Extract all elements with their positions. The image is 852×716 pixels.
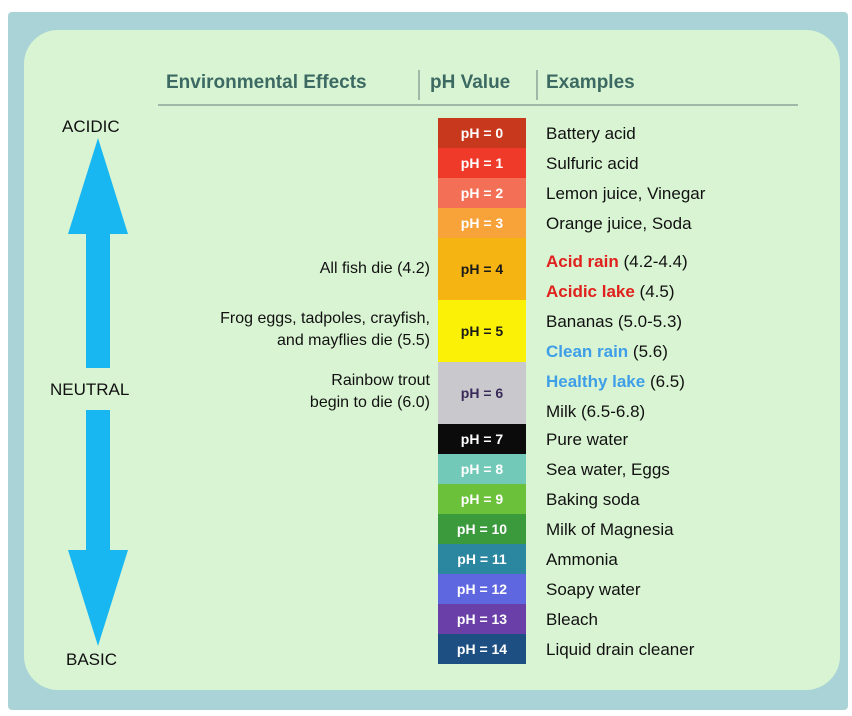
arrow-up-head: [68, 138, 128, 368]
example-item: Liquid drain cleaner: [546, 640, 695, 659]
header-divider: [536, 70, 538, 100]
example-item: Milk (6.5-6.8): [546, 402, 646, 421]
example-item: Bananas (5.0-5.3): [546, 312, 683, 331]
ph-cell-label: pH = 6: [460, 385, 504, 401]
example-item: Sulfuric acid: [546, 154, 639, 173]
ph-cell-5: pH = 5: [438, 300, 526, 362]
ph-cell-label: pH = 0: [460, 125, 504, 141]
example-item: Sea water, Eggs: [546, 460, 670, 479]
acidity-double-arrow-icon: [68, 138, 128, 646]
ph-cell-7: pH = 7: [438, 424, 526, 454]
example-item: Ammonia: [546, 550, 618, 569]
example-item: Orange juice, Soda: [546, 214, 692, 233]
example-item: Bleach: [546, 610, 598, 629]
ph-cell-label: pH = 5: [460, 323, 504, 339]
example-item: Baking soda: [546, 490, 640, 509]
ph-cell-10: pH = 10: [438, 514, 526, 544]
header-underline: [158, 104, 798, 106]
ph-cell-label: pH = 10: [456, 521, 508, 537]
example-item-acidic-lake: Acidic lake (4.5): [546, 282, 675, 301]
example-item-healthy-lake: Healthy lake (6.5): [546, 372, 685, 391]
effect-rainbow-trout: Rainbow trout begin to die (6.0): [309, 372, 430, 411]
ph-cell-12: pH = 12: [438, 574, 526, 604]
header-ph-value: pH Value: [430, 72, 511, 93]
ph-cell-11: pH = 11: [438, 544, 526, 574]
ph-cell-6: pH = 6: [438, 362, 526, 424]
ph-cell-label: pH = 13: [456, 611, 508, 627]
example-item: Milk of Magnesia: [546, 520, 674, 539]
ph-cell-label: pH = 1: [460, 155, 504, 171]
example-item: Pure water: [546, 430, 629, 449]
ph-cell-label: pH = 11: [457, 551, 507, 567]
ph-cell-label: pH = 3: [460, 215, 504, 231]
basic-label: BASIC: [66, 650, 118, 669]
ph-cell-8: pH = 8: [438, 454, 526, 484]
ph-cell-label: pH = 8: [460, 461, 504, 477]
arrow-down-head: [68, 410, 128, 646]
acidic-label: ACIDIC: [62, 117, 120, 136]
ph-cell-3: pH = 3: [438, 208, 526, 238]
ph-cell-label: pH = 7: [460, 431, 504, 447]
ph-cell-13: pH = 13: [438, 604, 526, 634]
effect-fish: All fish die (4.2): [319, 260, 430, 277]
header-divider: [418, 70, 420, 100]
header-environmental-effects: Environmental Effects: [166, 72, 367, 93]
neutral-label: NEUTRAL: [50, 380, 130, 399]
example-item-acid-rain: Acid rain (4.2-4.4): [546, 252, 688, 271]
ph-cell-0: pH = 0: [438, 118, 526, 148]
example-item-clean-rain: Clean rain (5.6): [546, 342, 668, 361]
ph-cell-4: pH = 4: [438, 238, 526, 300]
ph-cell-label: pH = 12: [456, 581, 508, 597]
ph-cell-1: pH = 1: [438, 148, 526, 178]
ph-cell-14: pH = 14: [438, 634, 526, 664]
chart-panel: [24, 30, 840, 690]
ph-cell-label: pH = 2: [460, 185, 504, 201]
header-examples: Examples: [546, 72, 635, 93]
example-item: Soapy water: [546, 580, 641, 599]
effect-frog-eggs: Frog eggs, tadpoles, crayfish, and mayfli…: [220, 310, 430, 349]
ph-cell-label: pH = 4: [460, 261, 504, 277]
ph-cell-2: pH = 2: [438, 178, 526, 208]
ph-cell-label: pH = 14: [456, 641, 508, 657]
ph-cell-label: pH = 9: [460, 491, 504, 507]
example-item: Lemon juice, Vinegar: [546, 184, 706, 203]
ph-cell-9: pH = 9: [438, 484, 526, 514]
example-item: Battery acid: [546, 124, 636, 143]
